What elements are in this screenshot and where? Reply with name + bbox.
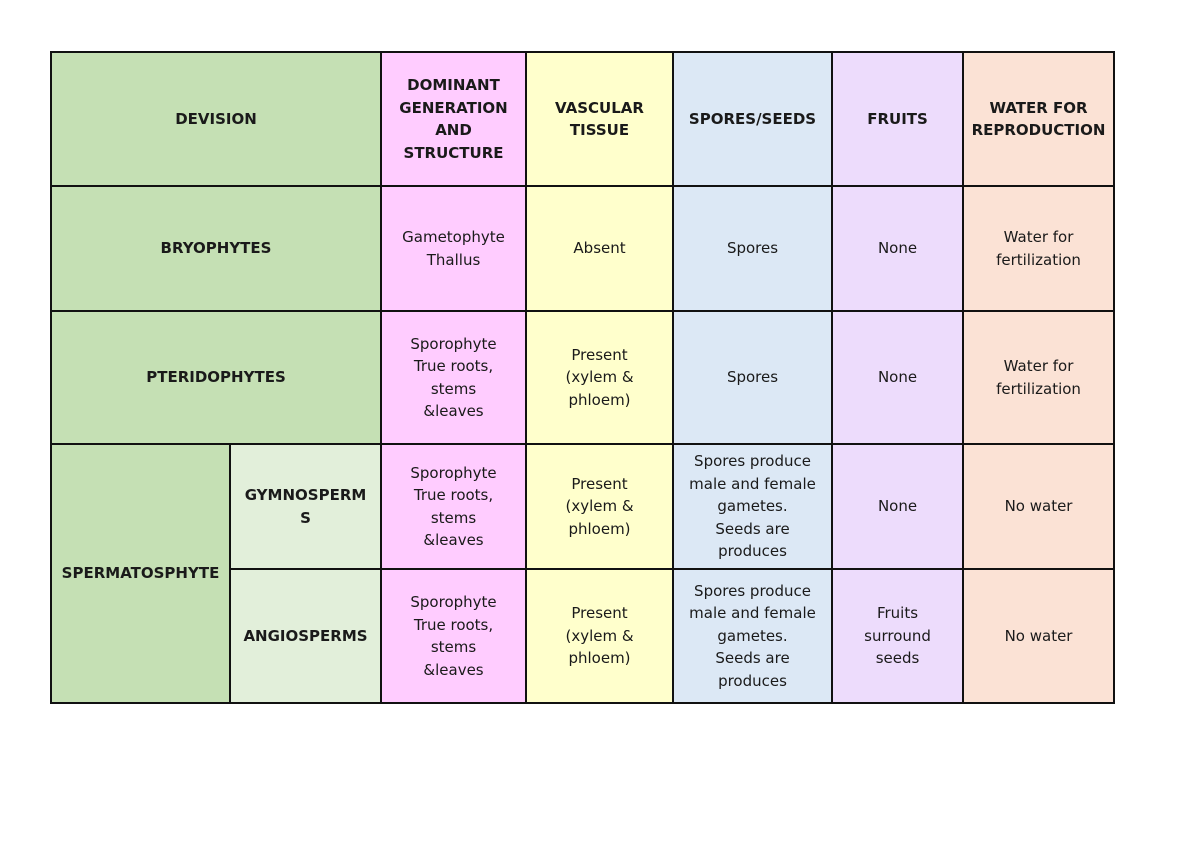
cell-text: None: [877, 368, 918, 387]
header-dominant-generation: DOMINANT GENERATION AND STRUCTURE: [380, 51, 528, 187]
header-fruits: FRUITS: [831, 51, 965, 187]
subdivision-label: GYMNOSPERM S: [244, 486, 367, 527]
cell-water: No water: [962, 568, 1116, 704]
header-fruits-label: FRUITS: [867, 109, 928, 128]
cell-water: No water: [962, 443, 1116, 570]
division-label: PTERIDOPHYTES: [146, 368, 286, 387]
cell-spores: Spores: [672, 310, 834, 445]
cell-text: Fruits surround seeds: [864, 604, 931, 668]
cell-text: Spores produce male and female gametes. …: [689, 581, 816, 690]
division-label: BRYOPHYTES: [160, 239, 272, 258]
cell-text: Present (xylem & phloem): [565, 474, 634, 538]
cell-vascular: Present (xylem & phloem): [525, 443, 675, 570]
header-spores-label: SPORES/SEEDS: [688, 109, 817, 128]
table-row-angiosperms: ANGIOSPERMS Sporophyte True roots, stems…: [51, 568, 1116, 704]
division-pteridophytes: PTERIDOPHYTES: [49, 310, 383, 445]
division-bryophytes: BRYOPHYTES: [49, 185, 383, 312]
cell-text: Gametophyte Thallus: [402, 228, 505, 269]
cell-vascular: Absent: [525, 185, 675, 312]
cell-vascular: Present (xylem & phloem): [525, 310, 675, 445]
cell-spores: Spores: [672, 185, 834, 312]
cell-spores: Spores produce male and female gametes. …: [672, 443, 834, 570]
table-row-gymnosperms: SPERMATOSPHYTE GYMNOSPERM S Sporophyte T…: [50, 443, 1116, 704]
cell-water: Water for fertilization: [962, 310, 1116, 445]
cell-dominant: Sporophyte True roots, stems &leaves: [380, 568, 528, 704]
cell-text: None: [877, 497, 918, 516]
cell-text: Sporophyte True roots, stems &leaves: [410, 593, 497, 679]
cell-fruits: Fruits surround seeds: [831, 568, 965, 704]
header-vascular-tissue: VASCULAR TISSUE: [525, 51, 675, 187]
cell-fruits: None: [831, 310, 965, 445]
cell-vascular: Present (xylem & phloem): [525, 568, 675, 704]
header-dominant-label: DOMINANT GENERATION AND STRUCTURE: [399, 76, 508, 162]
cell-text: Water for fertilization: [996, 357, 1081, 398]
cell-text: Water for fertilization: [996, 228, 1081, 269]
division-label: SPERMATOSPHYTE: [61, 564, 220, 583]
cell-text: Sporophyte True roots, stems &leaves: [410, 463, 497, 550]
cell-water: Water for fertilization: [962, 185, 1116, 312]
cell-text: Spores: [726, 368, 779, 387]
table-row-pteridophytes: PTERIDOPHYTES Sporophyte True roots, ste…: [49, 310, 1116, 445]
cell-text: Spores produce male and female gametes. …: [689, 452, 816, 561]
cell-text: No water: [1004, 497, 1073, 516]
header-row: DEVISION DOMINANT GENERATION AND STRUCTU…: [49, 51, 1116, 187]
header-division: DEVISION: [49, 51, 383, 187]
cell-spores: Spores produce male and female gametes. …: [672, 568, 834, 704]
cell-dominant: Sporophyte True roots, stems &leaves: [380, 310, 528, 445]
header-water: WATER FOR REPRODUCTION: [962, 51, 1116, 187]
cell-dominant: Gametophyte Thallus: [380, 185, 528, 312]
subdivision-gymnosperms: GYMNOSPERM S: [228, 443, 383, 570]
header-vascular-label: VASCULAR TISSUE: [555, 98, 644, 140]
subdivision-label: ANGIOSPERMS: [243, 626, 368, 645]
header-division-label: DEVISION: [175, 109, 257, 128]
header-spores-seeds: SPORES/SEEDS: [672, 51, 834, 187]
header-water-label: WATER FOR REPRODUCTION: [971, 98, 1106, 140]
plant-classification-table: DEVISION DOMINANT GENERATION AND STRUCTU…: [49, 51, 1116, 704]
cell-text: Present (xylem & phloem): [565, 604, 634, 668]
cell-text: Spores: [726, 239, 779, 258]
cell-dominant: Sporophyte True roots, stems &leaves: [380, 443, 528, 570]
cell-fruits: None: [831, 443, 965, 570]
cell-text: Sporophyte True roots, stems &leaves: [410, 334, 497, 421]
cell-fruits: None: [831, 185, 965, 312]
cell-text: Absent: [573, 239, 626, 258]
subdivision-angiosperms: ANGIOSPERMS: [228, 568, 383, 704]
division-spermatophyte: SPERMATOSPHYTE: [50, 443, 231, 704]
cell-text: None: [877, 239, 918, 258]
cell-text: No water: [1004, 626, 1073, 645]
cell-text: Present (xylem & phloem): [565, 345, 634, 409]
table-row-bryophytes: BRYOPHYTES Gametophyte Thallus Absent Sp…: [49, 185, 1116, 312]
